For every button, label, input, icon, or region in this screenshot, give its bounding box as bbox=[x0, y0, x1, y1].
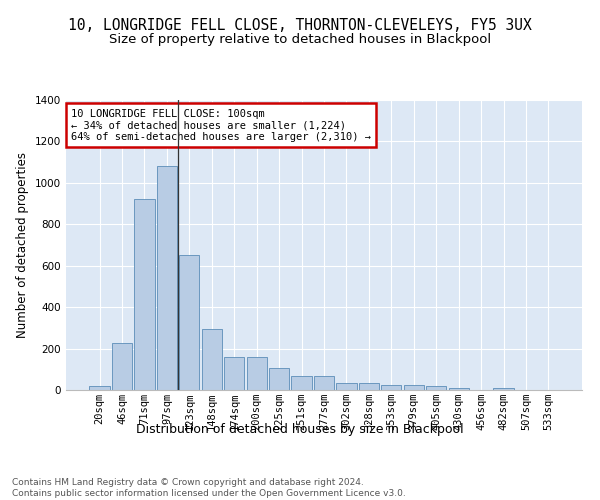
Bar bbox=[157, 166, 177, 390]
Bar bbox=[224, 358, 244, 390]
Text: 10 LONGRIDGE FELL CLOSE: 100sqm
← 34% of detached houses are smaller (1,224)
64%: 10 LONGRIDGE FELL CLOSE: 100sqm ← 34% of… bbox=[71, 108, 371, 142]
Bar bbox=[202, 330, 222, 390]
Text: Size of property relative to detached houses in Blackpool: Size of property relative to detached ho… bbox=[109, 32, 491, 46]
Bar bbox=[337, 383, 356, 390]
Bar bbox=[426, 386, 446, 390]
Bar bbox=[269, 368, 289, 390]
Bar bbox=[179, 256, 199, 390]
Text: Contains HM Land Registry data © Crown copyright and database right 2024.
Contai: Contains HM Land Registry data © Crown c… bbox=[12, 478, 406, 498]
Bar bbox=[112, 344, 132, 390]
Text: Distribution of detached houses by size in Blackpool: Distribution of detached houses by size … bbox=[136, 422, 464, 436]
Bar bbox=[449, 388, 469, 390]
Bar bbox=[381, 385, 401, 390]
Bar bbox=[247, 358, 267, 390]
Bar bbox=[404, 385, 424, 390]
Bar bbox=[314, 376, 334, 390]
Bar bbox=[292, 376, 311, 390]
Bar bbox=[359, 383, 379, 390]
Bar bbox=[89, 386, 110, 390]
Text: 10, LONGRIDGE FELL CLOSE, THORNTON-CLEVELEYS, FY5 3UX: 10, LONGRIDGE FELL CLOSE, THORNTON-CLEVE… bbox=[68, 18, 532, 32]
Bar bbox=[493, 388, 514, 390]
Y-axis label: Number of detached properties: Number of detached properties bbox=[16, 152, 29, 338]
Bar bbox=[134, 200, 155, 390]
